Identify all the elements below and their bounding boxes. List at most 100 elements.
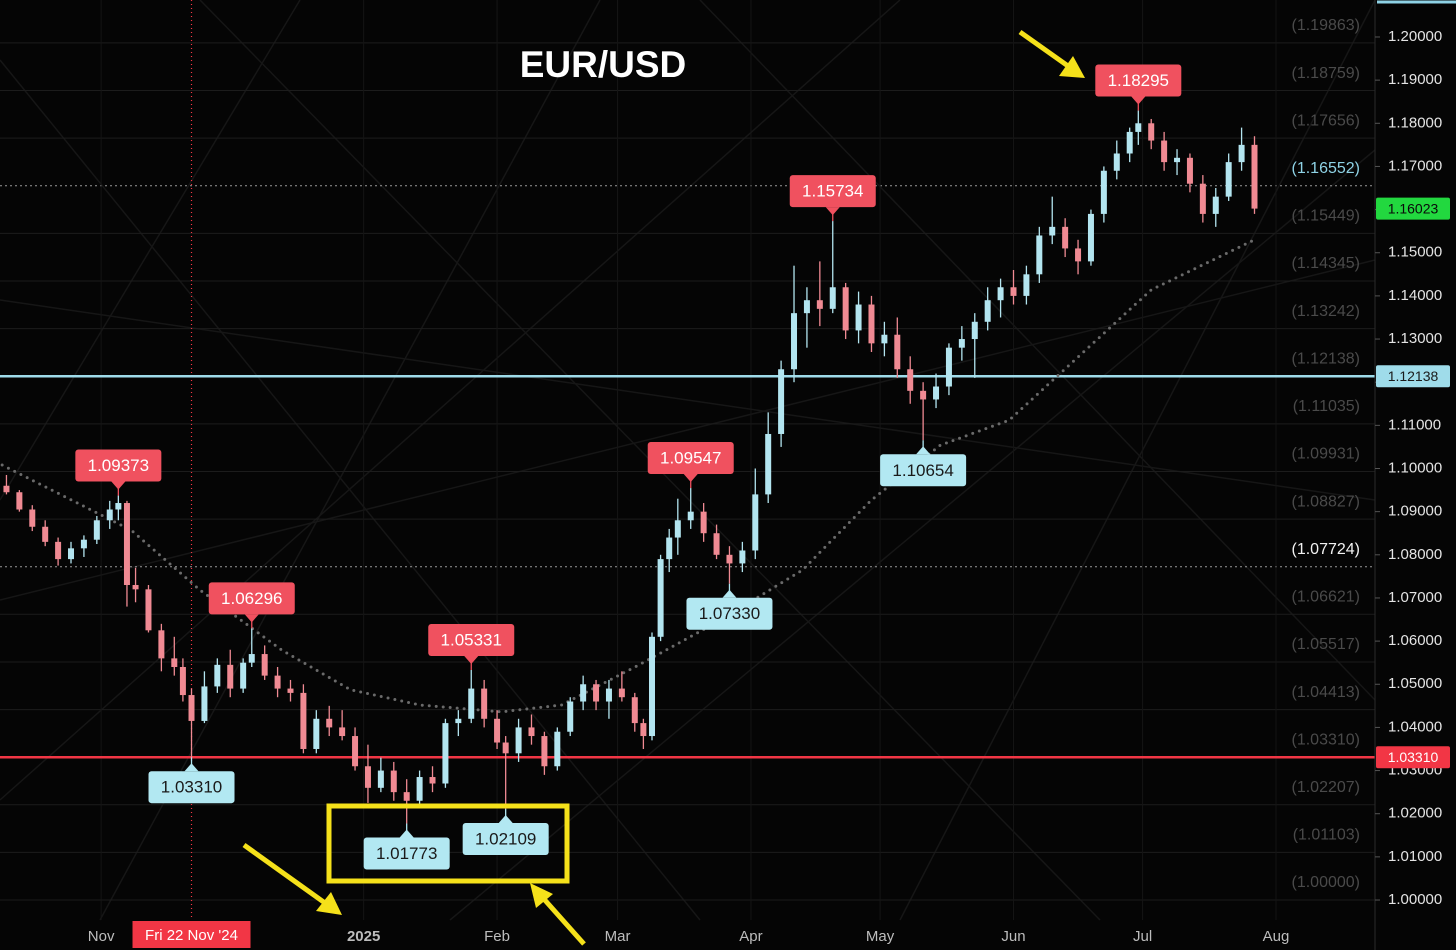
level-label: (1.00000) xyxy=(1292,874,1361,891)
candle-body xyxy=(657,559,664,637)
level-label: (1.02207) xyxy=(1292,779,1361,796)
level-label: (1.16552) xyxy=(1292,160,1361,177)
candle-body xyxy=(274,675,281,689)
annotation-box xyxy=(647,442,734,475)
y-tick-label: 1.15000 xyxy=(1388,244,1442,261)
level-label: (1.07724) xyxy=(1292,541,1361,558)
candle-body xyxy=(240,662,247,689)
candle-body xyxy=(1148,123,1155,141)
price-tag xyxy=(1376,746,1450,769)
x-tick-label: 2025 xyxy=(347,928,380,945)
candle-body xyxy=(1135,123,1142,132)
candle-body xyxy=(1225,162,1232,197)
candle-body xyxy=(791,313,798,370)
candle-body xyxy=(640,723,647,737)
arrow xyxy=(242,842,327,906)
annotation-pointer xyxy=(399,829,414,838)
candle-body xyxy=(1036,235,1043,275)
candle-body xyxy=(93,520,100,540)
candle-body xyxy=(214,664,221,687)
price-tag-label: 1.12138 xyxy=(1388,368,1439,384)
x-tick-label: Jul xyxy=(1133,928,1152,945)
y-tick-label: 1.02000 xyxy=(1388,805,1442,822)
annotation-label: 1.18295 xyxy=(1108,71,1169,90)
annotation-pointer xyxy=(498,815,513,824)
candle-body xyxy=(1251,144,1258,209)
candle-body xyxy=(29,509,36,527)
x-tick-label: May xyxy=(866,928,895,945)
background-texture xyxy=(0,0,1376,921)
candle-body xyxy=(188,695,195,721)
candle-body xyxy=(300,692,307,749)
candle-body xyxy=(816,300,823,309)
level-label: (1.17656) xyxy=(1292,112,1361,129)
candle-body xyxy=(1199,183,1206,214)
candle-body xyxy=(1023,274,1030,296)
y-tick-label: 1.20000 xyxy=(1388,28,1442,45)
candle-body xyxy=(1113,153,1120,171)
candle-body xyxy=(868,304,875,344)
level-label: (1.13242) xyxy=(1292,303,1361,320)
candle-body xyxy=(605,688,612,702)
candle-body xyxy=(1212,196,1219,214)
candle-body xyxy=(528,727,535,737)
candle-body xyxy=(765,433,772,495)
x-tick-label: Aug xyxy=(1263,928,1290,945)
candle-body xyxy=(713,533,720,555)
y-tick-label: 1.00000 xyxy=(1388,891,1442,908)
annotation-pointer xyxy=(184,763,199,772)
candle-body xyxy=(502,742,509,754)
annotation-label: 1.09547 xyxy=(660,449,721,468)
candle-body xyxy=(261,654,268,676)
candle-body xyxy=(429,777,436,784)
candle-body xyxy=(515,727,522,754)
candle-body xyxy=(997,287,1004,301)
candle-body xyxy=(752,494,759,551)
arrow-head xyxy=(1059,56,1085,78)
annotation-pointer xyxy=(683,474,698,483)
annotation-box xyxy=(789,175,876,208)
x-tick-label: Jun xyxy=(1001,928,1025,945)
y-tick-label: 1.18000 xyxy=(1388,114,1442,131)
annotation-box xyxy=(428,623,515,656)
candle-body xyxy=(971,321,978,340)
candle-body xyxy=(541,736,548,767)
price-tag-label: 1.16023 xyxy=(1388,200,1439,216)
x-tick-label: Feb xyxy=(484,928,510,945)
candle-body xyxy=(648,636,655,737)
chart-title: EUR/USD xyxy=(520,44,687,85)
candle-body xyxy=(68,548,75,560)
annotation-pointer xyxy=(464,655,479,664)
annotation-box xyxy=(686,597,773,630)
annotation-box xyxy=(208,582,295,615)
candle-body xyxy=(339,727,346,737)
candle-body xyxy=(42,526,49,542)
y-tick-label: 1.10000 xyxy=(1388,459,1442,476)
y-tick-label: 1.06000 xyxy=(1388,632,1442,649)
candle-body xyxy=(1062,226,1069,249)
candle-body xyxy=(631,697,638,724)
crosshair-label: Fri 22 Nov '24 xyxy=(145,927,238,944)
annotation-label: 1.09373 xyxy=(88,456,149,475)
candle-body xyxy=(1126,131,1133,154)
candle-body xyxy=(920,390,927,400)
candle-body xyxy=(158,630,165,659)
candle-body xyxy=(468,688,475,719)
candle-body xyxy=(481,688,488,719)
level-label: (1.08827) xyxy=(1292,493,1361,510)
annotation-pointer xyxy=(722,589,737,598)
candle-body xyxy=(80,539,87,549)
highlight-box xyxy=(326,803,570,884)
arrow-heads xyxy=(316,56,1085,915)
candle-body xyxy=(842,287,849,331)
candle-body xyxy=(16,492,23,510)
candle-body xyxy=(1087,213,1094,262)
level-label: (1.11035) xyxy=(1293,398,1360,415)
candle-body xyxy=(567,701,574,732)
annotation-pointer xyxy=(244,614,259,623)
annotation-box xyxy=(363,837,450,870)
axes: (1.19863) (1.18759) (1.17656) (1.16552) (1.1… xyxy=(88,17,1450,948)
candle-body xyxy=(326,718,333,728)
candle-body xyxy=(1100,170,1107,214)
